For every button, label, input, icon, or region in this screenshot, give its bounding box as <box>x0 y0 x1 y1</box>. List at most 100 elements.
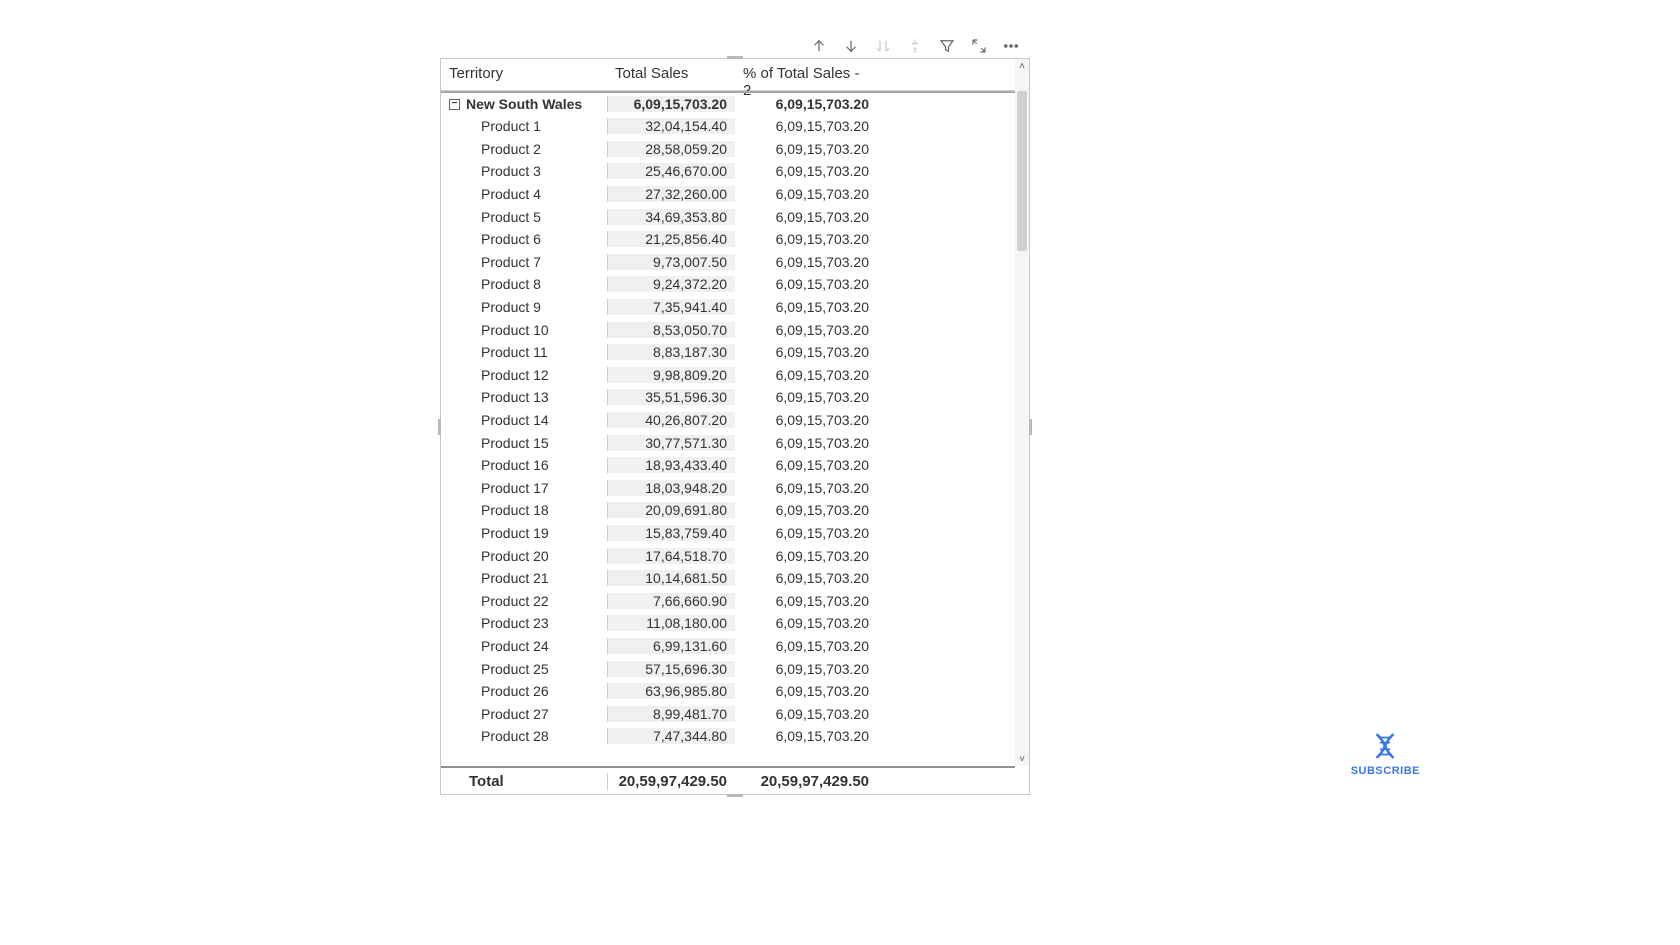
row-total-sales-cell[interactable]: 18,03,948.20 <box>607 480 735 496</box>
table-row[interactable]: Product 1915,83,759.406,09,15,703.20 <box>441 522 1015 545</box>
table-row[interactable]: Product 621,25,856.406,09,15,703.20 <box>441 228 1015 251</box>
row-pct-cell[interactable]: 6,09,15,703.20 <box>735 163 877 179</box>
group-total-sales-cell[interactable]: 6,09,15,703.20 <box>607 96 735 112</box>
table-row[interactable]: Product 1718,03,948.206,09,15,703.20 <box>441 477 1015 500</box>
row-territory-cell[interactable]: Product 24 <box>441 638 607 654</box>
row-total-sales-cell[interactable]: 7,66,660.90 <box>607 593 735 609</box>
table-row[interactable]: Product 2557,15,696.306,09,15,703.20 <box>441 657 1015 680</box>
table-row[interactable]: Product 227,66,660.906,09,15,703.20 <box>441 589 1015 612</box>
more-options-icon[interactable] <box>1002 37 1020 55</box>
row-territory-cell[interactable]: Product 22 <box>441 593 607 609</box>
row-pct-cell[interactable]: 6,09,15,703.20 <box>735 683 877 699</box>
table-row[interactable]: Product 278,99,481.706,09,15,703.20 <box>441 702 1015 725</box>
row-territory-cell[interactable]: Product 14 <box>441 412 607 428</box>
row-total-sales-cell[interactable]: 8,83,187.30 <box>607 344 735 360</box>
table-row[interactable]: Product 228,58,059.206,09,15,703.20 <box>441 138 1015 161</box>
scroll-up-button[interactable]: ˄ <box>1015 59 1029 73</box>
focus-mode-icon[interactable] <box>970 37 988 55</box>
row-pct-cell[interactable]: 6,09,15,703.20 <box>735 209 877 225</box>
row-territory-cell[interactable]: Product 9 <box>441 299 607 315</box>
table-row[interactable]: Product 79,73,007.506,09,15,703.20 <box>441 251 1015 274</box>
row-territory-cell[interactable]: Product 8 <box>441 276 607 292</box>
row-total-sales-cell[interactable]: 63,96,985.80 <box>607 683 735 699</box>
table-row[interactable]: Product 1618,93,433.406,09,15,703.20 <box>441 454 1015 477</box>
row-territory-cell[interactable]: Product 4 <box>441 186 607 202</box>
table-row[interactable]: Product 287,47,344.806,09,15,703.20 <box>441 725 1015 748</box>
row-total-sales-cell[interactable]: 9,24,372.20 <box>607 276 735 292</box>
row-pct-cell[interactable]: 6,09,15,703.20 <box>735 638 877 654</box>
row-territory-cell[interactable]: Product 19 <box>441 525 607 541</box>
row-pct-cell[interactable]: 6,09,15,703.20 <box>735 389 877 405</box>
row-pct-cell[interactable]: 6,09,15,703.20 <box>735 548 877 564</box>
table-row[interactable]: Product 129,98,809.206,09,15,703.20 <box>441 364 1015 387</box>
row-pct-cell[interactable]: 6,09,15,703.20 <box>735 615 877 631</box>
table-row[interactable]: Product 246,99,131.606,09,15,703.20 <box>441 635 1015 658</box>
group-pct-cell[interactable]: 6,09,15,703.20 <box>735 96 877 112</box>
row-total-sales-cell[interactable]: 21,25,856.40 <box>607 231 735 247</box>
table-row[interactable]: Product 2663,96,985.806,09,15,703.20 <box>441 680 1015 703</box>
row-total-sales-cell[interactable]: 20,09,691.80 <box>607 502 735 518</box>
row-pct-cell[interactable]: 6,09,15,703.20 <box>735 254 877 270</box>
row-territory-cell[interactable]: Product 13 <box>441 389 607 405</box>
col-header-pct-total-sales[interactable]: % of Total Sales - 2 <box>735 59 877 90</box>
row-pct-cell[interactable]: 6,09,15,703.20 <box>735 570 877 586</box>
row-total-sales-cell[interactable]: 25,46,670.00 <box>607 163 735 179</box>
row-pct-cell[interactable]: 6,09,15,703.20 <box>735 141 877 157</box>
row-territory-cell[interactable]: Product 1 <box>441 118 607 134</box>
row-territory-cell[interactable]: Product 3 <box>441 163 607 179</box>
row-territory-cell[interactable]: Product 16 <box>441 457 607 473</box>
row-total-sales-cell[interactable]: 8,99,481.70 <box>607 706 735 722</box>
table-row[interactable]: Product 97,35,941.406,09,15,703.20 <box>441 296 1015 319</box>
table-row[interactable]: Product 2017,64,518.706,09,15,703.20 <box>441 544 1015 567</box>
row-territory-cell[interactable]: Product 20 <box>441 548 607 564</box>
row-pct-cell[interactable]: 6,09,15,703.20 <box>735 435 877 451</box>
row-territory-cell[interactable]: Product 21 <box>441 570 607 586</box>
row-total-sales-cell[interactable]: 18,93,433.40 <box>607 457 735 473</box>
row-territory-cell[interactable]: Product 12 <box>441 367 607 383</box>
row-pct-cell[interactable]: 6,09,15,703.20 <box>735 276 877 292</box>
col-header-total-sales[interactable]: Total Sales <box>607 59 735 90</box>
row-pct-cell[interactable]: 6,09,15,703.20 <box>735 344 877 360</box>
row-pct-cell[interactable]: 6,09,15,703.20 <box>735 525 877 541</box>
row-territory-cell[interactable]: Product 6 <box>441 231 607 247</box>
row-pct-cell[interactable]: 6,09,15,703.20 <box>735 457 877 473</box>
row-territory-cell[interactable]: Product 28 <box>441 728 607 744</box>
drill-mode-icon[interactable] <box>906 37 924 55</box>
row-territory-cell[interactable]: Product 7 <box>441 254 607 270</box>
matrix-visual[interactable]: Territory Total Sales % of Total Sales -… <box>440 58 1030 795</box>
row-pct-cell[interactable]: 6,09,15,703.20 <box>735 706 877 722</box>
row-territory-cell[interactable]: Product 11 <box>441 344 607 360</box>
group-territory-cell[interactable]: − New South Wales <box>441 96 607 112</box>
table-row[interactable]: Product 2311,08,180.006,09,15,703.20 <box>441 612 1015 635</box>
row-pct-cell[interactable]: 6,09,15,703.20 <box>735 118 877 134</box>
row-total-sales-cell[interactable]: 11,08,180.00 <box>607 615 735 631</box>
row-total-sales-cell[interactable]: 7,35,941.40 <box>607 299 735 315</box>
drill-down-icon[interactable] <box>842 37 860 55</box>
collapse-icon[interactable]: − <box>449 99 460 110</box>
row-pct-cell[interactable]: 6,09,15,703.20 <box>735 502 877 518</box>
row-territory-cell[interactable]: Product 25 <box>441 661 607 677</box>
row-total-sales-cell[interactable]: 40,26,807.20 <box>607 412 735 428</box>
row-total-sales-cell[interactable]: 9,73,007.50 <box>607 254 735 270</box>
row-territory-cell[interactable]: Product 23 <box>441 615 607 631</box>
row-pct-cell[interactable]: 6,09,15,703.20 <box>735 231 877 247</box>
row-total-sales-cell[interactable]: 15,83,759.40 <box>607 525 735 541</box>
row-total-sales-cell[interactable]: 9,98,809.20 <box>607 367 735 383</box>
table-row[interactable]: Product 132,04,154.406,09,15,703.20 <box>441 115 1015 138</box>
table-row[interactable]: Product 427,32,260.006,09,15,703.20 <box>441 183 1015 206</box>
row-pct-cell[interactable]: 6,09,15,703.20 <box>735 299 877 315</box>
row-territory-cell[interactable]: Product 17 <box>441 480 607 496</box>
row-total-sales-cell[interactable]: 6,99,131.60 <box>607 638 735 654</box>
row-total-sales-cell[interactable]: 57,15,696.30 <box>607 661 735 677</box>
row-territory-cell[interactable]: Product 26 <box>441 683 607 699</box>
table-row[interactable]: Product 534,69,353.806,09,15,703.20 <box>441 205 1015 228</box>
row-total-sales-cell[interactable]: 8,53,050.70 <box>607 322 735 338</box>
row-total-sales-cell[interactable]: 35,51,596.30 <box>607 389 735 405</box>
table-row[interactable]: Product 108,53,050.706,09,15,703.20 <box>441 318 1015 341</box>
subscribe-badge[interactable]: SUBSCRIBE <box>1351 729 1420 777</box>
table-row[interactable]: Product 325,46,670.006,09,15,703.20 <box>441 160 1015 183</box>
resize-handle-bottom[interactable] <box>727 794 743 797</box>
table-row[interactable]: Product 1820,09,691.806,09,15,703.20 <box>441 499 1015 522</box>
table-row[interactable]: Product 1530,77,571.306,09,15,703.20 <box>441 431 1015 454</box>
row-pct-cell[interactable]: 6,09,15,703.20 <box>735 593 877 609</box>
